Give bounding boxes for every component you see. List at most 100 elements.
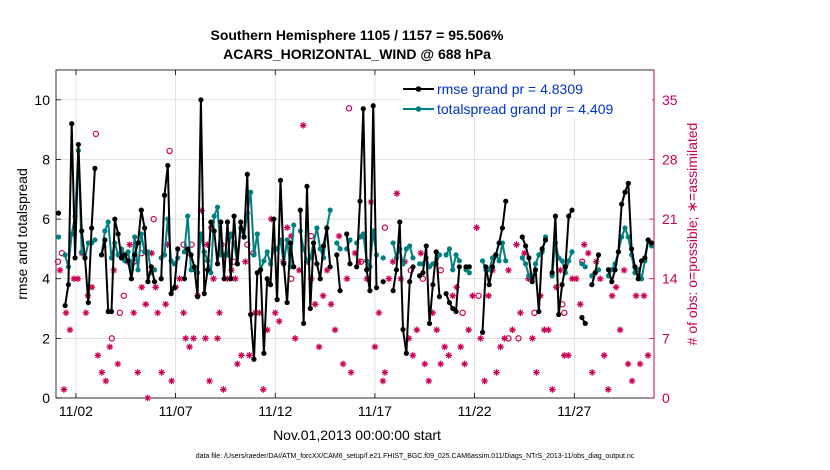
series-point-0 [354, 264, 360, 270]
obs-assimilated-marker [263, 326, 271, 334]
obs-assimilated-marker [138, 283, 146, 291]
series-point-1 [55, 234, 62, 240]
series-point-0 [559, 282, 565, 288]
series-point-1 [566, 258, 572, 264]
series-point-0 [367, 288, 373, 294]
obs-assimilated-marker [148, 249, 155, 257]
series-point-0 [307, 305, 313, 312]
obs-assimilated-marker [533, 369, 540, 376]
series-point-0 [132, 252, 138, 258]
series-point-0 [204, 267, 211, 273]
obs-assimilated-marker [319, 292, 327, 300]
obs-assimilated-marker [162, 300, 169, 308]
obs-assimilated-marker [315, 343, 323, 351]
obs-assimilated-marker [216, 309, 223, 317]
series-point-0 [185, 246, 191, 252]
series-point-1 [115, 252, 121, 258]
series-point-1 [251, 252, 257, 258]
series-point-0 [304, 183, 310, 189]
series-point-0 [373, 285, 380, 291]
series-point-0 [357, 198, 363, 204]
series-point-0 [566, 213, 572, 219]
series-point-0 [556, 311, 562, 318]
obs-assimilated-marker [164, 241, 171, 248]
series-point-0 [519, 234, 525, 240]
series-point-1 [102, 228, 108, 234]
series-point-0 [208, 219, 214, 225]
obs-possible-marker [475, 292, 482, 299]
obs-assimilated-marker [413, 326, 421, 334]
obs-assimilated-marker [529, 335, 536, 342]
obs-assimilated-marker [620, 266, 628, 274]
series-point-0 [72, 255, 78, 261]
obs-assimilated-marker [608, 292, 616, 300]
obs-possible-marker [345, 105, 353, 112]
obs-assimilated-marker [441, 343, 448, 351]
series-point-0 [486, 282, 492, 288]
series-point-1 [132, 234, 138, 240]
obs-assimilated-marker [106, 343, 114, 351]
series-point-0 [426, 320, 433, 327]
series-point-0 [274, 297, 280, 303]
series-point-1 [625, 234, 631, 240]
series-point-0 [320, 243, 327, 249]
obs-assimilated-marker [331, 326, 339, 334]
legend: rmse grand pr = 4.8309 totalspread grand… [402, 78, 652, 118]
obs-assimilated-marker [557, 266, 564, 274]
y2-tick-label: 7 [662, 330, 670, 346]
obs-possible-marker [116, 309, 123, 317]
obs-assimilated-marker [417, 249, 425, 257]
series-point-1 [317, 246, 323, 252]
series-point-0 [267, 282, 274, 288]
series-point-0 [122, 252, 128, 258]
series-point-1 [569, 249, 575, 255]
series-point-1 [380, 255, 386, 261]
obs-assimilated-marker [130, 309, 138, 317]
series-point-0 [619, 201, 625, 207]
y-tick-label: 6 [42, 211, 50, 227]
series-point-0 [271, 216, 277, 222]
obs-assimilated-marker [114, 360, 122, 368]
series-point-0 [69, 121, 75, 127]
obs-assimilated-marker [62, 309, 70, 317]
series-point-1 [347, 237, 353, 243]
series-point-0 [436, 294, 443, 300]
obs-assimilated-marker [588, 369, 596, 376]
series-point-0 [281, 261, 287, 267]
series-point-1 [453, 252, 459, 258]
obs-assimilated-marker [409, 352, 417, 359]
series-point-0 [75, 141, 81, 148]
series-point-0 [423, 243, 429, 249]
series-point-0 [324, 225, 330, 231]
obs-assimilated-marker [351, 249, 359, 257]
series-point-0 [443, 291, 449, 297]
obs-assimilated-marker [445, 352, 452, 359]
series-point-1 [443, 252, 449, 258]
obs-assimilated-marker [493, 369, 500, 376]
series-point-1 [559, 258, 565, 264]
obs-possible-marker [54, 258, 62, 265]
series-point-0 [148, 264, 154, 270]
series-point-1 [211, 213, 217, 219]
series-point-0 [188, 252, 194, 258]
obs-assimilated-marker [327, 300, 335, 308]
obs-assimilated-marker [616, 326, 624, 334]
series-point-0 [622, 189, 628, 195]
series-point-1 [79, 249, 85, 255]
obs-assimilated-marker [604, 386, 612, 393]
obs-assimilated-marker [465, 326, 472, 334]
obs-assimilated-marker [98, 369, 106, 376]
obs-assimilated-marker [238, 352, 245, 359]
series-point-0 [523, 243, 529, 249]
series-point-0 [291, 264, 297, 270]
series-point-1 [228, 231, 234, 237]
series-point-1 [261, 258, 267, 264]
obs-assimilated-marker [180, 309, 187, 317]
series-point-0 [582, 320, 588, 327]
obs-assimilated-marker [572, 275, 580, 283]
obs-assimilated-marker [481, 377, 488, 385]
series-point-0 [503, 198, 509, 204]
obs-assimilated-marker [644, 352, 652, 359]
series-point-1 [532, 261, 539, 267]
obs-assimilated-marker [186, 343, 193, 351]
